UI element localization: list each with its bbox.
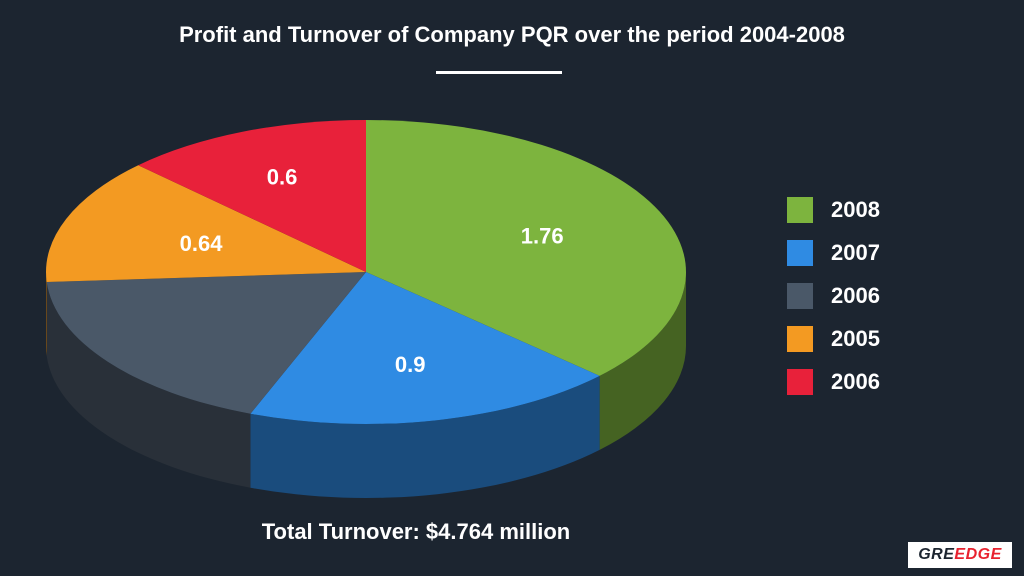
logo-text-part: EDGE (954, 546, 1002, 563)
title-underline (436, 71, 562, 74)
legend-label: 2006 (831, 283, 880, 308)
slice-value-label: 0.9 (395, 352, 426, 377)
pie-slice-side (46, 272, 47, 357)
pie-slice-side (599, 272, 686, 450)
legend-label: 2005 (831, 326, 880, 351)
legend-item: 2005 (787, 325, 880, 353)
pie-slice (46, 165, 367, 283)
pie-slice (250, 272, 600, 425)
legend-swatch (787, 240, 813, 266)
slice-value-label: 0.64 (180, 231, 224, 256)
legend-item: 2006 (787, 368, 880, 396)
legend-item: 2006 (787, 282, 880, 310)
legend-swatch (787, 283, 813, 309)
legend-item: 2007 (787, 239, 880, 267)
slice-value-label: 0.6 (267, 165, 298, 190)
legend-label: 2008 (831, 197, 880, 222)
legend: 2008 2007 2006 2005 2006 (787, 196, 880, 411)
legend-swatch (787, 197, 813, 223)
legend-swatch (787, 369, 813, 395)
slice-value-label: 1.76 (521, 224, 564, 249)
greedge-logo: GRE EDGE (908, 542, 1012, 568)
pie-slice (46, 272, 366, 414)
legend-label: 2006 (831, 369, 880, 394)
pie-slice (366, 120, 686, 376)
pie-slice (138, 120, 366, 272)
chart-title: Profit and Turnover of Company PQR over … (179, 22, 845, 47)
logo-text-part: GRE (918, 546, 955, 563)
pie-slice-side (250, 375, 600, 498)
total-turnover-caption: Total Turnover: $4.764 million (261, 519, 571, 544)
legend-swatch (787, 326, 813, 352)
pie-slice-side (46, 282, 251, 488)
legend-item: 2008 (787, 196, 880, 224)
legend-label: 2007 (831, 240, 880, 265)
